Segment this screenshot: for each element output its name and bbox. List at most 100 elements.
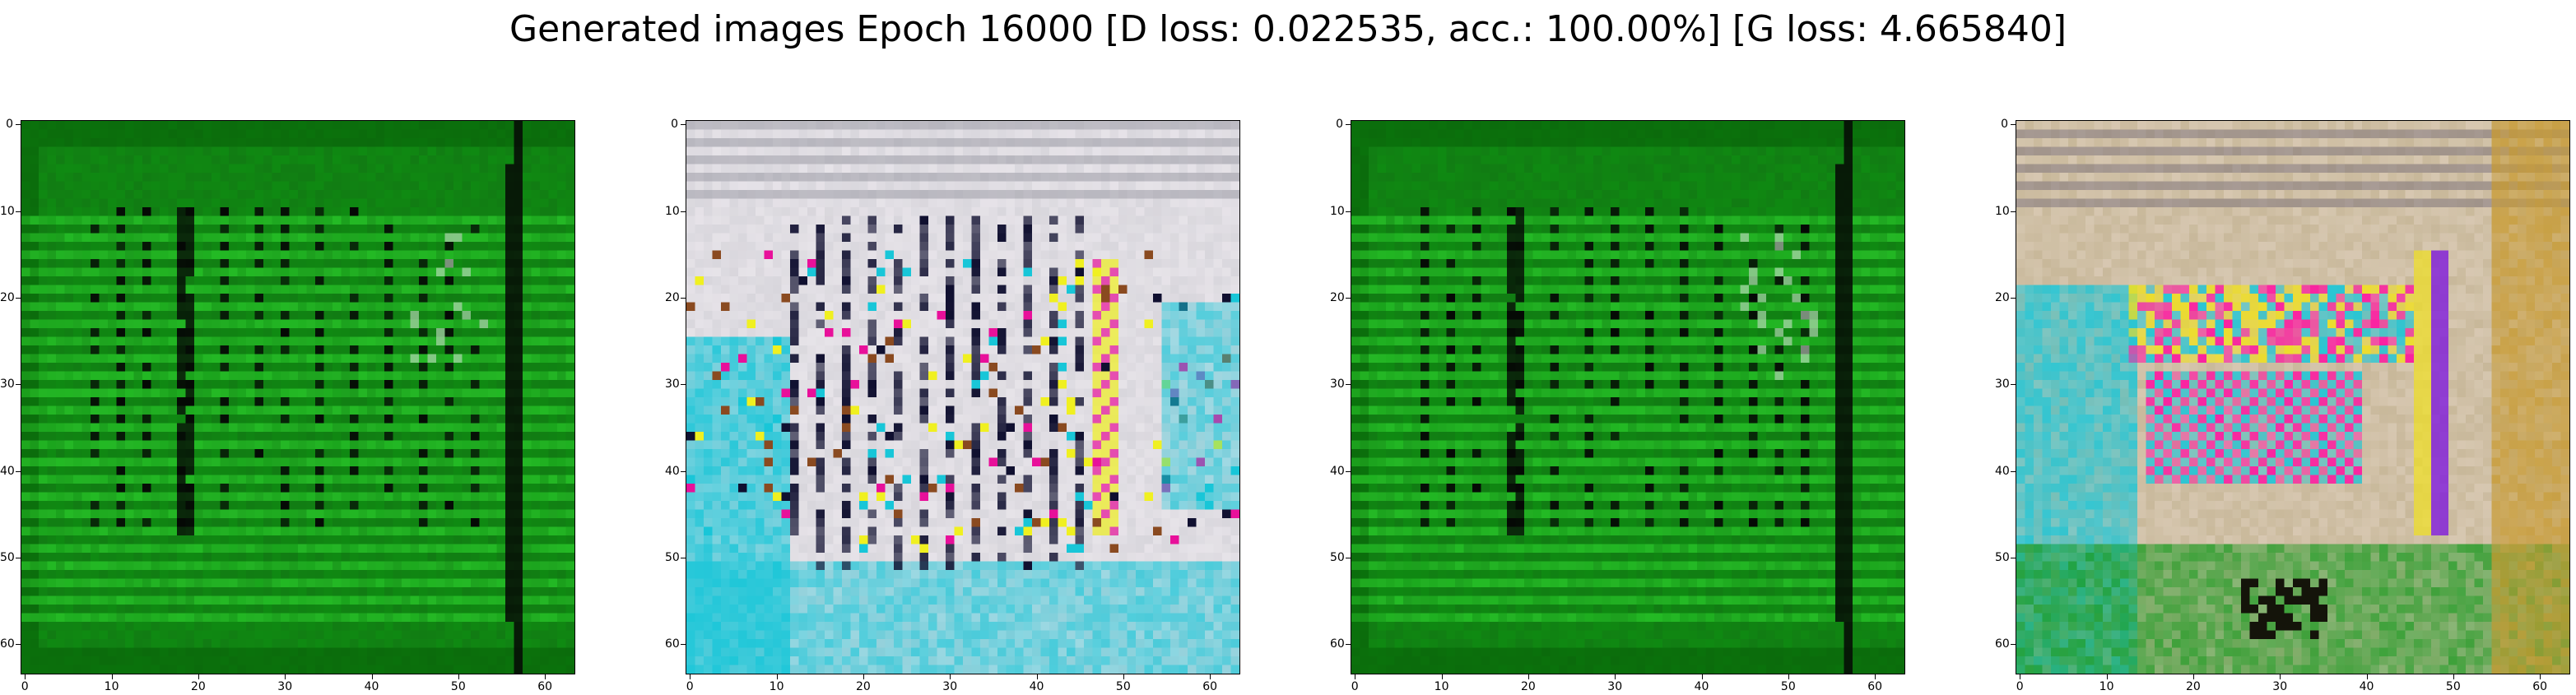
x-tick bbox=[371, 674, 373, 679]
x-tick-label: 10 bbox=[769, 680, 784, 693]
x-tick bbox=[950, 674, 951, 679]
x-tick bbox=[2540, 674, 2541, 679]
x-tick bbox=[1875, 674, 1876, 679]
x-tick bbox=[1441, 674, 1443, 679]
image-axes bbox=[2016, 120, 2570, 674]
y-tick-label: 20 bbox=[665, 290, 680, 304]
y-tick-label: 30 bbox=[665, 378, 680, 392]
x-tick-label: 40 bbox=[2359, 680, 2374, 693]
y-tick bbox=[681, 470, 686, 472]
x-tick-label: 30 bbox=[2272, 680, 2288, 693]
x-tick-label: 0 bbox=[21, 680, 29, 693]
x-tick-label: 30 bbox=[277, 680, 293, 693]
x-tick bbox=[2106, 674, 2108, 679]
x-tick-label: 20 bbox=[1520, 680, 1536, 693]
y-tick-label: 0 bbox=[2001, 118, 2008, 132]
subplot-1: 0 10 20 30 40 50 60 0 10 20 30 40 50 60 bbox=[0, 118, 601, 695]
x-tick-label: 20 bbox=[190, 680, 206, 693]
x-tick-label: 20 bbox=[2185, 680, 2201, 693]
x-tick-label: 60 bbox=[1867, 680, 1883, 693]
y-tick bbox=[2011, 644, 2016, 646]
x-tick bbox=[1123, 674, 1124, 679]
x-tick bbox=[2280, 674, 2281, 679]
y-tick bbox=[1346, 124, 1351, 126]
y-tick-label: 10 bbox=[1995, 204, 2010, 218]
y-tick bbox=[16, 124, 21, 126]
x-tick bbox=[1788, 674, 1789, 679]
y-tick-label: 40 bbox=[1995, 464, 2010, 478]
image-axes bbox=[21, 120, 575, 674]
image-axes bbox=[686, 120, 1240, 674]
x-tick-label: 50 bbox=[1115, 680, 1131, 693]
x-tick-label: 20 bbox=[855, 680, 871, 693]
y-tick-label: 40 bbox=[665, 464, 680, 478]
y-tick bbox=[16, 384, 21, 386]
x-tick bbox=[1701, 674, 1703, 679]
y-tick bbox=[681, 124, 686, 126]
y-tick bbox=[16, 470, 21, 472]
y-tick-label: 60 bbox=[1995, 637, 2010, 651]
y-tick-label: 50 bbox=[0, 550, 15, 564]
y-tick bbox=[681, 384, 686, 386]
y-tick bbox=[1346, 297, 1351, 299]
x-tick bbox=[1210, 674, 1211, 679]
x-tick-label: 30 bbox=[1607, 680, 1623, 693]
y-tick-label: 10 bbox=[0, 204, 15, 218]
x-tick bbox=[285, 674, 286, 679]
x-tick bbox=[2366, 674, 2368, 679]
y-tick bbox=[16, 211, 21, 212]
x-tick-label: 40 bbox=[364, 680, 379, 693]
x-tick-label: 60 bbox=[1202, 680, 1218, 693]
y-tick-label: 60 bbox=[1330, 637, 1345, 651]
generated-image bbox=[1351, 121, 1904, 674]
y-tick-label: 0 bbox=[1336, 118, 1343, 132]
generated-image bbox=[21, 121, 574, 674]
x-tick bbox=[863, 674, 864, 679]
x-tick bbox=[545, 674, 546, 679]
y-tick bbox=[16, 297, 21, 299]
x-tick bbox=[1036, 674, 1038, 679]
y-tick-label: 30 bbox=[1995, 378, 2010, 392]
x-tick bbox=[458, 674, 459, 679]
y-tick-label: 50 bbox=[1995, 550, 2010, 564]
x-tick-label: 50 bbox=[2445, 680, 2461, 693]
y-tick bbox=[2011, 470, 2016, 472]
x-tick-label: 50 bbox=[450, 680, 466, 693]
x-tick bbox=[1615, 674, 1616, 679]
x-tick bbox=[2192, 674, 2194, 679]
x-tick bbox=[111, 674, 113, 679]
y-tick bbox=[1346, 644, 1351, 646]
y-tick-label: 0 bbox=[671, 118, 678, 132]
y-tick-label: 60 bbox=[665, 637, 680, 651]
y-tick-label: 60 bbox=[0, 637, 15, 651]
y-tick-label: 40 bbox=[0, 464, 15, 478]
subplot-2: 0 10 20 30 40 50 60 0 10 20 30 40 50 60 bbox=[665, 118, 1266, 695]
y-tick bbox=[681, 211, 686, 212]
y-tick bbox=[681, 297, 686, 299]
y-tick bbox=[2011, 297, 2016, 299]
generated-image bbox=[2016, 121, 2569, 674]
y-tick bbox=[1346, 384, 1351, 386]
x-tick-label: 50 bbox=[1780, 680, 1796, 693]
subplot-3: 0 10 20 30 40 50 60 0 10 20 30 40 50 60 bbox=[1330, 118, 1931, 695]
y-tick-label: 20 bbox=[1330, 290, 1345, 304]
y-tick bbox=[1346, 470, 1351, 472]
x-tick bbox=[776, 674, 778, 679]
x-tick-label: 0 bbox=[1351, 680, 1359, 693]
x-tick-label: 30 bbox=[942, 680, 958, 693]
y-tick bbox=[16, 644, 21, 646]
x-tick bbox=[198, 674, 199, 679]
generated-image bbox=[686, 121, 1239, 674]
image-axes bbox=[1351, 120, 1905, 674]
x-tick-label: 60 bbox=[537, 680, 553, 693]
x-tick-label: 0 bbox=[686, 680, 694, 693]
x-tick-label: 10 bbox=[1434, 680, 1449, 693]
y-tick-label: 20 bbox=[0, 290, 15, 304]
x-tick-label: 40 bbox=[1694, 680, 1709, 693]
x-tick-label: 40 bbox=[1029, 680, 1044, 693]
y-tick-label: 10 bbox=[665, 204, 680, 218]
x-tick-label: 0 bbox=[2016, 680, 2024, 693]
figure-title: Generated images Epoch 16000 [D loss: 0.… bbox=[509, 8, 2067, 50]
x-tick-label: 10 bbox=[2099, 680, 2114, 693]
y-tick-label: 30 bbox=[0, 378, 15, 392]
